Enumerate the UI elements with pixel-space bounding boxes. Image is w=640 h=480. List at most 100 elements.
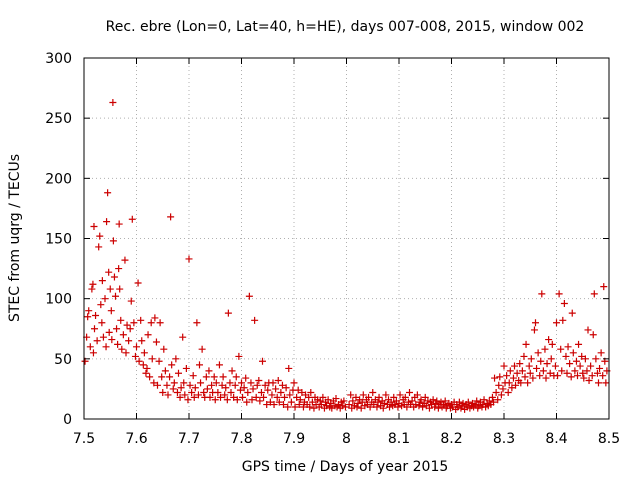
- data-point: [495, 381, 503, 389]
- data-point: [275, 398, 283, 406]
- data-point: [101, 295, 109, 303]
- data-point: [592, 355, 600, 363]
- data-point: [264, 386, 272, 394]
- data-point: [571, 367, 579, 375]
- data-point: [96, 232, 104, 240]
- data-point: [505, 379, 513, 387]
- data-point: [308, 398, 316, 406]
- data-point: [198, 345, 206, 353]
- data-point: [590, 290, 598, 298]
- data-point: [568, 309, 576, 317]
- data-point: [365, 393, 373, 401]
- data-point: [529, 374, 537, 382]
- data-point: [406, 389, 413, 397]
- data-point: [202, 373, 210, 381]
- data-point: [567, 373, 575, 381]
- data-point: [236, 386, 244, 394]
- data-point: [588, 372, 596, 380]
- data-point: [454, 403, 462, 411]
- data-point: [511, 362, 518, 370]
- data-point: [184, 396, 192, 404]
- data-point: [441, 397, 449, 405]
- data-point: [298, 389, 306, 397]
- data-point: [88, 285, 96, 293]
- data-point: [89, 349, 97, 357]
- data-point: [128, 215, 136, 223]
- data-point: [559, 316, 567, 324]
- data-point: [116, 285, 124, 293]
- data-point: [296, 396, 304, 404]
- data-point: [512, 381, 520, 389]
- data-point: [583, 367, 591, 375]
- data-point: [175, 369, 182, 377]
- data-point: [140, 349, 148, 357]
- data-point: [596, 364, 604, 372]
- data-point: [189, 372, 197, 380]
- data-point: [188, 389, 196, 397]
- data-point: [585, 376, 593, 384]
- data-point: [109, 99, 117, 107]
- data-point: [353, 403, 361, 411]
- data-point: [464, 398, 472, 406]
- data-point: [545, 336, 553, 344]
- data-point: [185, 255, 193, 263]
- data-point: [413, 391, 421, 399]
- data-point: [219, 373, 227, 381]
- data-point: [553, 319, 560, 327]
- data-point: [332, 395, 340, 403]
- data-point: [274, 376, 282, 384]
- data-point: [226, 379, 234, 387]
- data-point: [150, 379, 158, 387]
- data-point: [382, 391, 390, 399]
- y-tick-label: 250: [45, 111, 72, 127]
- data-point: [522, 340, 530, 348]
- data-point: [214, 389, 222, 397]
- data-point: [508, 384, 516, 392]
- data-point: [534, 349, 542, 357]
- data-point: [579, 369, 587, 377]
- data-point: [595, 379, 602, 387]
- data-point: [218, 381, 226, 389]
- data-point: [306, 403, 314, 411]
- y-tick-label: 300: [45, 51, 72, 67]
- data-point: [84, 313, 92, 321]
- data-point: [161, 367, 169, 375]
- data-point: [154, 381, 161, 389]
- data-point: [125, 337, 133, 345]
- data-point: [593, 369, 601, 377]
- data-point: [134, 279, 142, 287]
- data-point: [205, 367, 213, 375]
- data-point: [349, 397, 357, 405]
- y-tick-label: 150: [45, 232, 72, 248]
- data-point: [516, 360, 524, 368]
- data-point: [518, 367, 526, 375]
- data-point: [563, 369, 571, 377]
- data-point: [440, 401, 448, 409]
- data-point: [127, 297, 135, 305]
- data-point: [324, 396, 332, 404]
- data-point: [429, 396, 437, 404]
- data-point: [475, 402, 483, 410]
- data-point: [307, 389, 315, 397]
- data-point: [90, 222, 98, 230]
- x-tick-label: 8.5: [598, 431, 620, 447]
- data-point: [232, 373, 240, 381]
- data-point: [415, 402, 423, 410]
- data-point: [345, 401, 353, 409]
- data-point: [193, 319, 201, 327]
- data-point: [497, 391, 505, 399]
- data-point: [239, 393, 247, 401]
- data-point: [434, 404, 442, 412]
- data-point: [491, 374, 499, 382]
- y-tick-label: 200: [45, 171, 72, 187]
- data-point: [431, 403, 439, 411]
- data-point: [104, 189, 112, 197]
- data-point: [572, 357, 580, 365]
- data-point: [247, 379, 255, 387]
- data-point: [248, 396, 256, 404]
- x-tick-label: 7.5: [73, 431, 95, 447]
- data-point: [317, 401, 325, 409]
- data-point: [272, 385, 280, 393]
- data-point: [115, 265, 123, 273]
- data-point: [503, 372, 511, 380]
